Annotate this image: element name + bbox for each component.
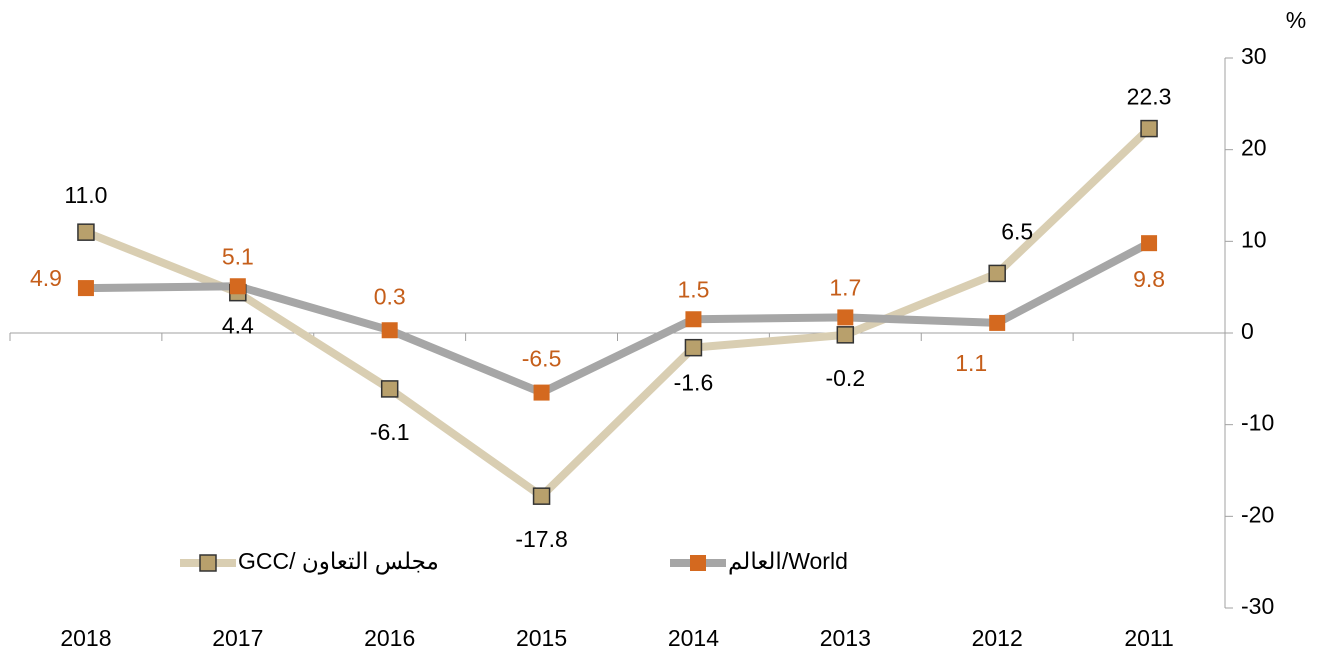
data-label: 1.5: [677, 276, 709, 302]
data-label: 11.0: [64, 182, 107, 208]
data-label: 6.5: [1001, 218, 1033, 244]
y-tick-label: 10: [1241, 226, 1267, 252]
x-tick-label: 2011: [1124, 625, 1173, 651]
x-tick-label: 2017: [212, 625, 263, 651]
data-label: -6.1: [370, 419, 410, 445]
legend-label: GCC/ مجلس التعاون: [238, 548, 439, 575]
data-label: 5.1: [222, 243, 254, 269]
x-tick-label: 2016: [364, 625, 415, 651]
data-label: -17.8: [515, 526, 567, 552]
marker: [381, 322, 398, 339]
x-tick-label: 2013: [820, 625, 871, 651]
marker: [1140, 119, 1158, 138]
x-tick-label: 2018: [60, 625, 111, 651]
y-tick-label: 0: [1241, 318, 1254, 344]
data-label: -0.2: [825, 365, 865, 391]
data-label: 22.3: [1127, 84, 1172, 110]
marker: [1141, 235, 1158, 252]
marker: [77, 280, 94, 297]
marker: [685, 311, 702, 328]
y-tick-label: 20: [1241, 135, 1267, 161]
data-label: -1.6: [674, 370, 714, 396]
marker: [532, 487, 551, 505]
legend-marker: [690, 555, 706, 571]
data-label: 4.9: [30, 265, 62, 291]
y-tick-label: -10: [1241, 410, 1274, 436]
marker: [77, 223, 95, 241]
x-tick-label: 2014: [668, 625, 719, 651]
y-axis-label: %: [1286, 7, 1306, 33]
data-label: 0.3: [374, 283, 406, 309]
data-label: 9.8: [1133, 266, 1165, 292]
y-tick-label: -30: [1241, 593, 1274, 619]
series-line: [84, 125, 1152, 501]
data-label: -6.5: [522, 346, 562, 372]
legend-marker: [199, 554, 217, 572]
y-tick-label: 30: [1241, 43, 1267, 69]
series-line: [85, 239, 1151, 397]
legend-label: العالم/World: [728, 548, 848, 575]
marker: [837, 309, 854, 326]
marker: [229, 278, 246, 295]
marker: [533, 384, 550, 401]
marker: [836, 326, 855, 344]
y-tick-label: -20: [1241, 501, 1274, 527]
data-label: 1.1: [955, 350, 987, 376]
marker: [988, 264, 1006, 283]
x-tick-label: 2015: [516, 625, 567, 651]
data-label: 4.4: [222, 313, 254, 339]
marker: [684, 338, 703, 357]
marker: [380, 380, 399, 398]
data-label: 1.7: [829, 274, 861, 300]
marker: [989, 314, 1006, 331]
x-tick-label: 2012: [972, 625, 1023, 651]
